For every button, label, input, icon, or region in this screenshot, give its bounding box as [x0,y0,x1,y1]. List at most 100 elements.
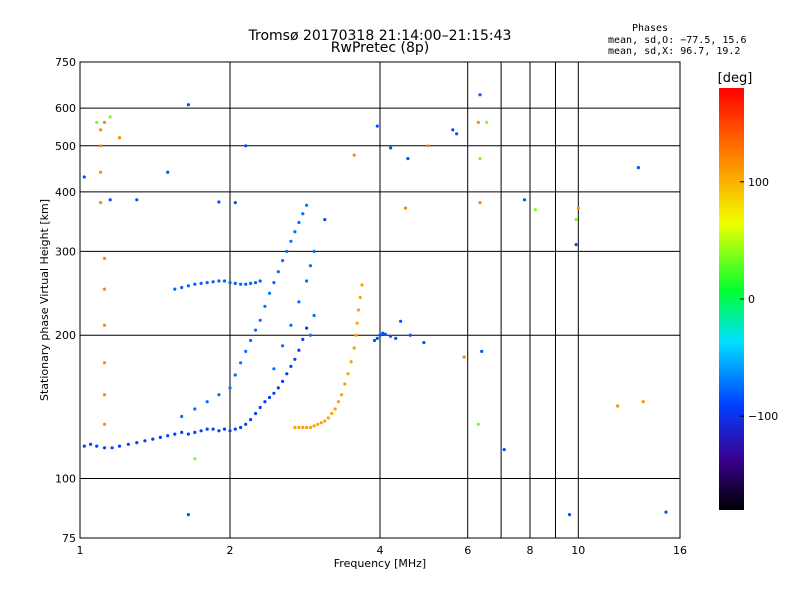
data-point [281,259,285,263]
data-point [408,333,412,337]
data-point [244,422,248,426]
data-point [151,437,155,441]
data-point [533,208,537,212]
data-point [272,281,276,285]
data-point [253,328,258,332]
data-point [95,444,99,448]
data-point [233,281,237,285]
data-point [297,220,301,225]
data-point [263,400,267,404]
data-point [186,103,190,107]
data-point [244,349,248,353]
series-sporadic-green-cyan-echoes [95,115,578,461]
data-point [99,170,103,174]
data-point [239,361,243,365]
data-point [346,372,350,376]
data-point [305,326,309,330]
data-point [173,432,177,436]
data-point [394,336,398,340]
data-point [193,282,197,286]
series-sporadic-x-mode-echoes [99,120,645,426]
data-point [641,400,645,404]
x-tick-label: 2 [227,544,234,557]
data-point [478,157,482,161]
data-point [82,444,86,448]
data-point [305,203,309,207]
data-point [193,430,197,434]
data-point [281,379,285,383]
series-o-mode-spread [180,203,316,419]
data-point [375,124,379,128]
data-point [312,313,316,318]
data-point [336,400,340,404]
data-point [217,429,221,433]
colorbar [719,88,744,510]
colorbar-unit: [deg] [718,71,753,86]
data-point [289,364,293,368]
data-point [301,212,305,216]
data-point [244,144,248,148]
data-point [102,422,107,426]
data-point [349,360,353,364]
data-point [180,430,184,434]
data-point [135,198,139,202]
data-point [352,153,356,157]
data-point [249,418,253,422]
data-point [289,239,293,243]
data-point [312,424,316,428]
data-point [99,128,103,132]
y-tick-label: 500 [55,140,76,153]
y-tick-label: 75 [62,532,76,545]
data-point [576,206,580,210]
data-point [272,391,276,395]
data-point [186,432,190,436]
data-point [476,422,480,426]
data-points [82,93,668,517]
y-tick-label: 100 [55,473,76,486]
data-point [186,513,190,517]
data-point [333,407,337,411]
data-point [180,285,184,290]
data-point [293,425,297,430]
data-point [574,243,578,247]
data-point [173,287,177,291]
data-point [301,425,305,430]
data-point [574,218,578,222]
data-point [455,132,459,136]
data-point [308,425,312,430]
x-tick-label: 8 [527,544,534,557]
x-tick-label: 6 [464,544,471,557]
stats-x-mode: mean, sd,X: 96.7, 19.2 [608,46,740,57]
data-point [308,333,312,337]
data-point [305,425,309,430]
data-point [117,136,122,140]
data-point [406,157,410,161]
data-point [110,446,114,450]
data-point [293,357,297,361]
data-point [522,198,527,202]
data-point [222,427,227,431]
data-point [99,201,103,205]
data-point [267,395,272,400]
data-point [228,281,232,285]
data-point [239,282,243,286]
data-point [228,386,232,390]
y-tick-label: 200 [55,329,76,342]
series-o-mode-high-level-trace [173,279,262,291]
data-point [289,323,293,327]
data-point [476,120,480,124]
x-tick-label: 10 [571,544,585,557]
data-point [102,287,107,291]
data-point [297,425,301,430]
data-point [426,144,430,148]
data-point [233,427,237,431]
data-point [244,282,248,286]
x-axis-label: Frequency [MHz] [334,557,426,570]
colorbar-tick-label: 100 [748,176,769,189]
y-tick-label: 750 [55,56,76,69]
data-point [355,321,359,325]
data-point [319,421,323,425]
data-point [267,291,272,295]
data-point [360,283,364,287]
